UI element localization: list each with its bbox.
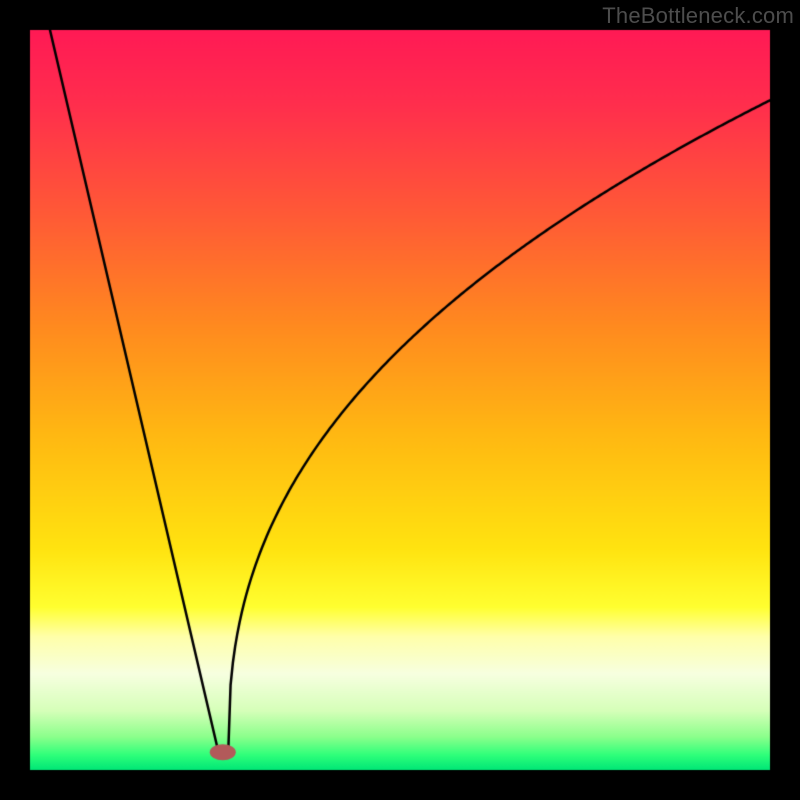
bottleneck-chart bbox=[0, 0, 800, 800]
watermark-text: TheBottleneck.com bbox=[602, 3, 794, 29]
